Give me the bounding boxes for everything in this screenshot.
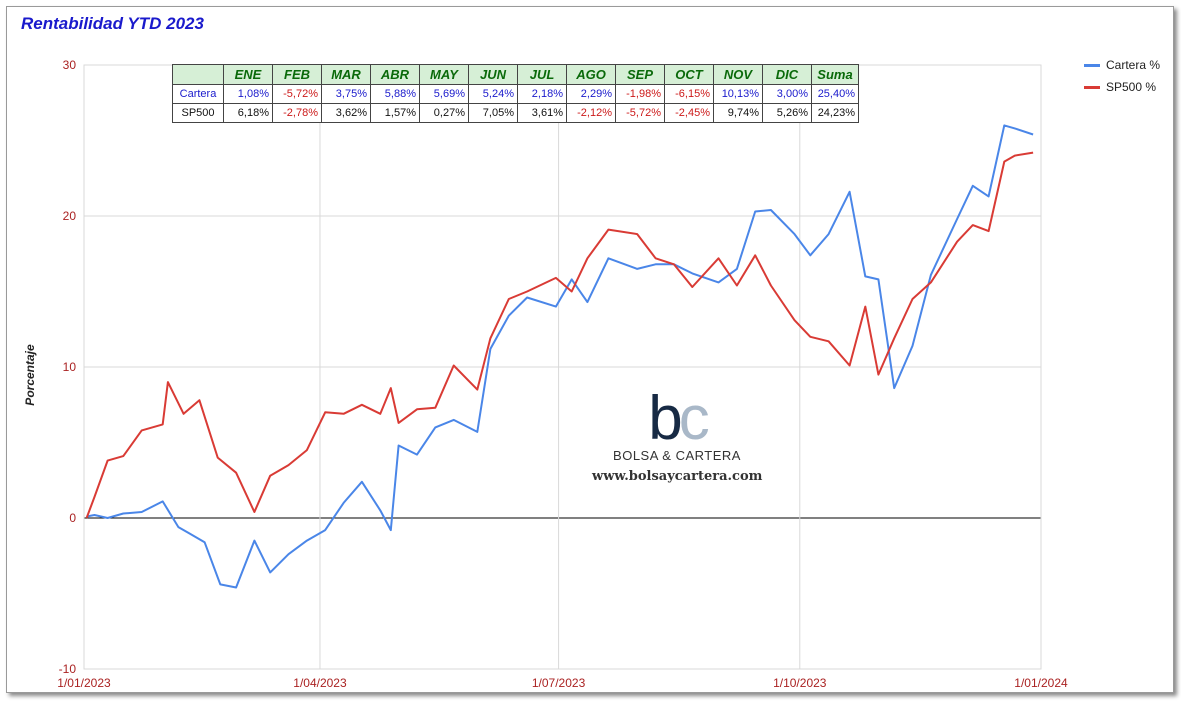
- table-corner-cell: [172, 64, 224, 85]
- table-cell: -5,72%: [615, 103, 665, 123]
- y-tick-label: -10: [59, 662, 77, 676]
- legend-label: Cartera %: [1106, 58, 1161, 72]
- logo-mark: bc: [648, 384, 709, 453]
- series-line-sp500: [85, 151, 1034, 519]
- table-cell: -5,72%: [272, 84, 322, 104]
- x-tick-label: 1/04/2023: [293, 676, 347, 690]
- table-header-cell: DIC: [762, 64, 812, 85]
- table-cell: -2,45%: [664, 103, 714, 123]
- table-row-label: Cartera: [172, 84, 224, 104]
- x-tick-labels: 1/01/2023 1/04/2023 1/07/2023 1/10/2023 1/01…: [57, 676, 1068, 690]
- table-header-cell: Suma: [811, 64, 859, 85]
- table-cell: 5,88%: [370, 84, 420, 104]
- table-cell: 3,00%: [762, 84, 812, 104]
- table-header-cell: FEB: [272, 64, 322, 85]
- table-row: SP500 6,18% -2,78% 3,62% 1,57% 0,27% 7,05% 3,61…: [172, 103, 859, 123]
- table-cell: -2,78%: [272, 103, 322, 123]
- table-header-cell: NOV: [713, 64, 763, 85]
- table-cell: 3,62%: [321, 103, 371, 123]
- table-header-cell: MAY: [419, 64, 469, 85]
- table-cell: 2,18%: [517, 84, 567, 104]
- table-header-cell: JUL: [517, 64, 567, 85]
- table-cell: 10,13%: [713, 84, 763, 104]
- table-row: Cartera 1,08% -5,72% 3,75% 5,88% 5,69% 5,24% 2,…: [172, 84, 859, 104]
- y-tick-label: 0: [69, 511, 76, 525]
- y-tick-label: 20: [63, 209, 77, 223]
- table-header-cell: ENE: [223, 64, 273, 85]
- table-cell: 5,69%: [419, 84, 469, 104]
- x-tick-label: 1/01/2024: [1014, 676, 1068, 690]
- table-header-cell: JUN: [468, 64, 518, 85]
- logo-brand-text: BOLSA & CARTERA: [613, 448, 741, 463]
- table-cell: 2,29%: [566, 84, 616, 104]
- table-cell: 0,27%: [419, 103, 469, 123]
- table-cell: 5,26%: [762, 103, 812, 123]
- x-tick-label: 1/10/2023: [773, 676, 827, 690]
- table-cell: -6,15%: [664, 84, 714, 104]
- legend-swatch: [1084, 85, 1100, 89]
- table-cell: -2,12%: [566, 103, 616, 123]
- x-tick-label: 1/07/2023: [532, 676, 586, 690]
- y-tick-labels: 30 20 10 0 -10: [59, 58, 77, 676]
- legend-swatch: [1084, 63, 1100, 67]
- table-cell: 7,05%: [468, 103, 518, 123]
- legend-item: SP500 %: [1084, 76, 1160, 98]
- table-cell: -1,98%: [615, 84, 665, 104]
- x-tick-label: 1/01/2023: [57, 676, 111, 690]
- grid-lines: [83, 64, 1042, 670]
- table-header-cell: SEP: [615, 64, 665, 85]
- table-cell: 1,57%: [370, 103, 420, 123]
- table-cell: 1,08%: [223, 84, 273, 104]
- y-tick-label: 10: [63, 360, 77, 374]
- table-header-cell: OCT: [664, 64, 714, 85]
- legend-item: Cartera %: [1084, 54, 1160, 76]
- table-cell: 25,40%: [811, 84, 859, 104]
- chart-title: Rentabilidad YTD 2023: [21, 14, 204, 33]
- y-tick-label: 30: [63, 58, 77, 72]
- table-cell: 6,18%: [223, 103, 273, 123]
- table-cell: 3,61%: [517, 103, 567, 123]
- table-header-cell: ABR: [370, 64, 420, 85]
- table-cell: 24,23%: [811, 103, 859, 123]
- chart-legend: Cartera % SP500 %: [1084, 54, 1160, 98]
- table-header-row: ENE FEB MAR ABR MAY JUN JUL AGO SEP OCT NOV DIC Suma: [172, 64, 859, 85]
- series-line-cartera: [86, 124, 1034, 589]
- watermark-logo: bc BOLSA & CARTERA www.bolsaycartera.com: [592, 384, 763, 485]
- logo-url-text: www.bolsaycartera.com: [592, 469, 763, 484]
- table-cell: 3,75%: [321, 84, 371, 104]
- table-header-cell: AGO: [566, 64, 616, 85]
- data-series: [85, 124, 1034, 589]
- table-cell: 5,24%: [468, 84, 518, 104]
- table-row-label: SP500: [172, 103, 224, 123]
- legend-label: SP500 %: [1106, 80, 1157, 94]
- monthly-returns-table: ENE FEB MAR ABR MAY JUN JUL AGO SEP OCT NOV DIC Suma…: [172, 64, 859, 123]
- table-cell: 9,74%: [713, 103, 763, 123]
- table-header-cell: MAR: [321, 64, 371, 85]
